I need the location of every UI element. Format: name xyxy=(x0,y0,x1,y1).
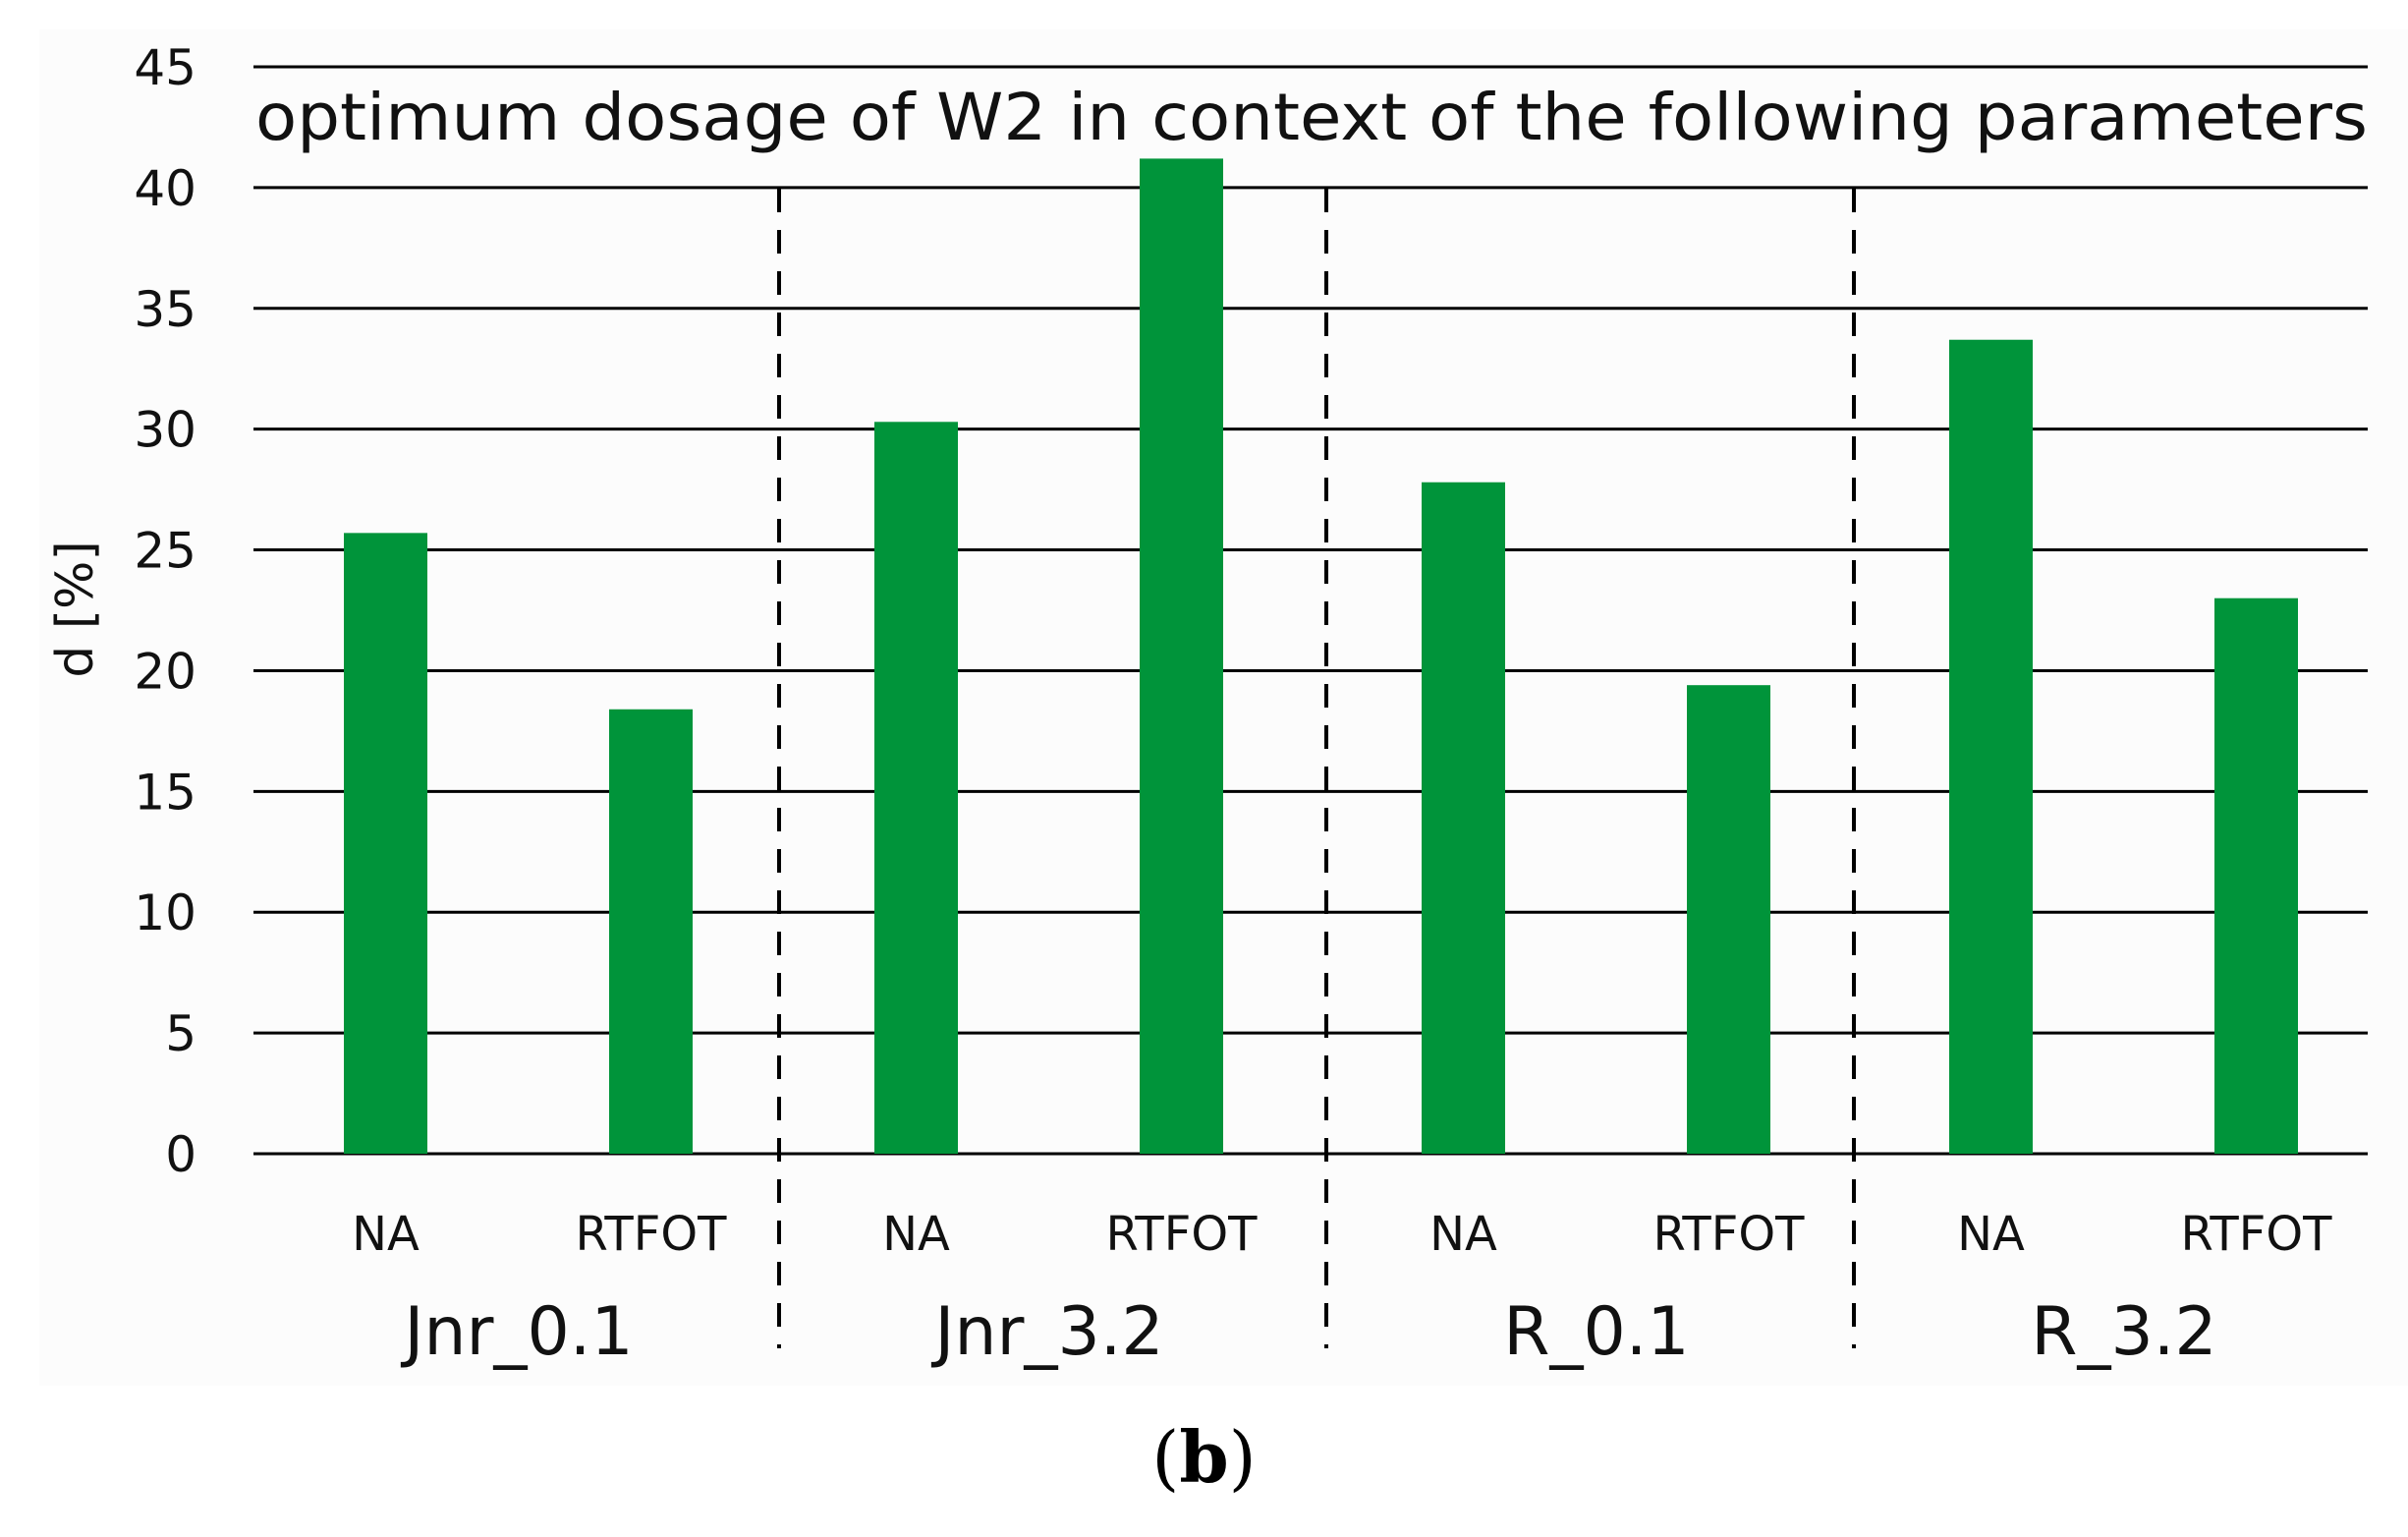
bars xyxy=(344,158,2298,1154)
caption-open-paren: ( xyxy=(1151,1416,1180,1499)
y-tick-label: 10 xyxy=(134,884,196,941)
caption-letter: b xyxy=(1179,1415,1229,1499)
x-category-label: RTFOT xyxy=(576,1207,728,1262)
x-group-label: R_3.2 xyxy=(2031,1293,2216,1371)
bar-r-3-2-na xyxy=(1949,339,2033,1154)
y-tick-label: 35 xyxy=(134,281,196,338)
x-category-label: RTFOT xyxy=(1653,1207,1806,1262)
y-tick-label: 15 xyxy=(134,764,196,821)
x-category-label: NA xyxy=(1957,1207,2025,1262)
x-group-label: Jnr_0.1 xyxy=(400,1293,633,1371)
y-tick-label: 0 xyxy=(165,1126,196,1183)
figure-caption: (b) xyxy=(0,1415,2408,1499)
x-group-label: R_0.1 xyxy=(1503,1293,1689,1371)
x-category-label: NA xyxy=(882,1207,950,1262)
bar-r-3-2-rtfot xyxy=(2214,598,2298,1154)
x-group-label: Jnr_3.2 xyxy=(930,1293,1163,1371)
x-category-label: NA xyxy=(1429,1207,1497,1262)
x-category-label: RTFOT xyxy=(1106,1207,1259,1262)
bar-jnr-0-1-na xyxy=(344,533,427,1154)
y-tick-label: 30 xyxy=(134,402,196,459)
x-axis-group-labels: Jnr_0.1 Jnr_3.2 R_0.1 R_3.2 xyxy=(400,1293,2216,1371)
bar-r-0-1-rtfot xyxy=(1687,685,1770,1154)
y-tick-label: 45 xyxy=(134,39,196,96)
y-tick-label: 20 xyxy=(134,643,196,700)
x-category-label: NA xyxy=(352,1207,420,1262)
y-tick-label: 25 xyxy=(134,523,196,580)
y-tick-label: 40 xyxy=(134,160,196,217)
group-dividers xyxy=(777,189,1856,1348)
chart-title: optimum dosage of W2 in context of the f… xyxy=(255,80,2368,155)
bar-r-0-1-na xyxy=(1422,482,1505,1154)
bar-jnr-3-2-na xyxy=(874,422,958,1154)
bar-jnr-0-1-rtfot xyxy=(609,709,693,1154)
y-axis-ticks: 0 5 10 15 20 25 30 35 40 45 xyxy=(134,39,196,1183)
y-tick-label: 5 xyxy=(165,1005,196,1062)
gridlines xyxy=(253,65,2368,1156)
caption-close-paren: ) xyxy=(1228,1416,1257,1499)
x-axis-category-labels: NA RTFOT NA RTFOT NA RTFOT NA RTFOT xyxy=(352,1207,2332,1262)
bar-jnr-3-2-rtfot xyxy=(1140,158,1223,1154)
x-category-label: RTFOT xyxy=(2181,1207,2333,1262)
y-axis-label: d [%] xyxy=(46,541,105,678)
